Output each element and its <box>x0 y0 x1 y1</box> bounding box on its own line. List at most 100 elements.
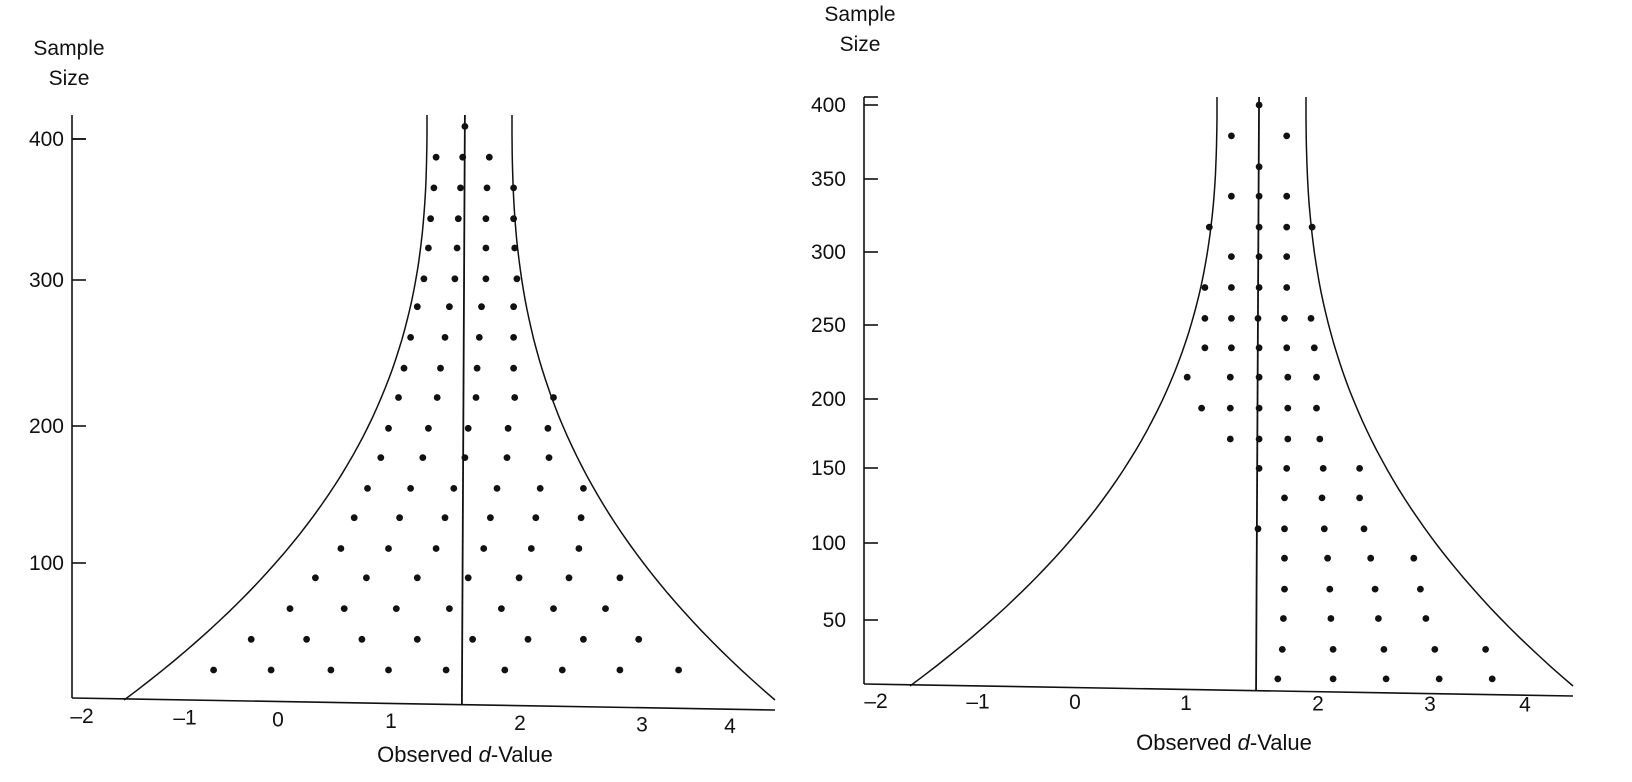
funnel-left-boundary <box>123 115 428 701</box>
data-point <box>1205 223 1213 231</box>
data-point <box>419 454 427 461</box>
data-point <box>504 424 512 432</box>
data-point <box>544 424 552 432</box>
data-point <box>1254 315 1262 322</box>
data-point <box>1417 585 1424 593</box>
center-effect-line <box>1255 96 1260 691</box>
data-point <box>527 545 535 552</box>
data-point <box>441 514 449 522</box>
x-tick-label: 2 <box>514 712 526 735</box>
data-point <box>473 364 481 372</box>
data-point <box>1283 223 1291 231</box>
x-tick-label: 0 <box>1069 691 1081 714</box>
data-point <box>446 605 453 612</box>
y-axis-title-line-2: Size <box>49 67 90 90</box>
data-point <box>340 605 348 612</box>
data-point <box>425 244 432 252</box>
data-point <box>532 514 540 522</box>
data-point <box>510 215 517 223</box>
data-point <box>395 394 402 401</box>
data-point <box>1283 344 1291 352</box>
data-point <box>482 244 490 252</box>
y-tick-label: 100 <box>811 532 846 555</box>
data-point <box>482 215 490 223</box>
data-point <box>377 454 385 461</box>
data-point <box>501 666 509 674</box>
data-point <box>550 605 557 612</box>
data-point <box>1228 132 1235 140</box>
data-point <box>1255 192 1263 200</box>
data-point <box>1228 192 1235 200</box>
data-point <box>1274 675 1282 683</box>
funnel-right-boundary <box>511 115 776 701</box>
data-point <box>524 635 532 643</box>
x-tick-label: 3 <box>1424 693 1436 716</box>
data-point <box>442 666 450 674</box>
y-tick-label: 300 <box>811 241 846 264</box>
data-point <box>396 514 403 522</box>
data-point <box>1360 525 1368 533</box>
data-point <box>1201 284 1209 291</box>
data-point <box>510 364 517 372</box>
x-tick-label: 4 <box>724 715 736 738</box>
x-tick-label: 1 <box>1180 692 1192 715</box>
data-point <box>461 123 469 130</box>
data-point <box>1226 435 1234 443</box>
data-point <box>1278 646 1286 653</box>
y-tick-label: 100 <box>29 552 64 575</box>
y-tick-label: 400 <box>29 128 64 151</box>
data-point <box>1308 223 1316 231</box>
data-point <box>457 184 464 192</box>
data-point <box>1255 223 1263 231</box>
data-point <box>1255 465 1263 472</box>
data-point <box>1435 675 1443 683</box>
x-tick-label: 1 <box>385 710 397 733</box>
data-point <box>432 545 440 552</box>
data-point <box>407 485 414 492</box>
data-point <box>485 153 493 161</box>
data-point <box>1228 344 1235 352</box>
data-point <box>413 635 421 643</box>
data-point <box>446 303 453 311</box>
data-point <box>510 334 517 341</box>
data-point <box>1281 554 1288 562</box>
data-point <box>510 184 517 192</box>
y-axis-title-line-1: Sample <box>33 37 104 60</box>
y-tick-label: 200 <box>29 415 64 438</box>
data-point <box>1329 646 1337 653</box>
data-point <box>1371 585 1379 593</box>
data-point <box>453 244 461 252</box>
data-point <box>1310 344 1318 352</box>
x-axis-title: Observed d-Value <box>1136 730 1312 755</box>
x-tick-label: 3 <box>636 714 648 737</box>
data-point <box>385 545 392 552</box>
data-point <box>1281 585 1288 593</box>
data-point <box>616 574 624 582</box>
y-tick-label: 350 <box>811 168 846 191</box>
data-point <box>1283 132 1291 140</box>
data-point <box>1356 494 1363 502</box>
data-point <box>1324 554 1331 562</box>
data-point <box>575 545 583 552</box>
data-point <box>487 514 494 522</box>
data-point <box>1318 494 1326 502</box>
data-point <box>675 666 682 674</box>
data-point <box>385 666 392 674</box>
data-point <box>1255 373 1263 381</box>
data-point <box>1327 615 1335 622</box>
data-point <box>580 485 587 492</box>
data-point <box>450 485 458 492</box>
data-point <box>1183 373 1191 381</box>
x-tick-label: –1 <box>173 707 196 730</box>
x-axis-line <box>863 683 1574 697</box>
data-point <box>400 364 408 372</box>
data-point <box>1254 525 1262 533</box>
data-point <box>1281 525 1288 533</box>
data-point <box>1284 373 1292 381</box>
data-point <box>312 574 319 582</box>
data-point <box>483 184 491 192</box>
data-point <box>1326 585 1334 593</box>
data-point <box>511 244 519 252</box>
data-point <box>1281 494 1288 502</box>
